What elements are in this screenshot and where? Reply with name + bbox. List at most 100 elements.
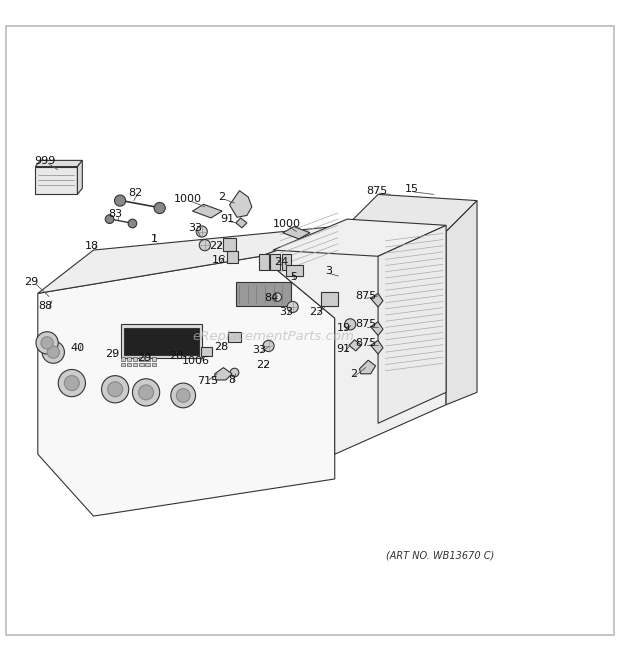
- Text: 29: 29: [105, 349, 119, 359]
- FancyBboxPatch shape: [152, 363, 156, 366]
- Circle shape: [199, 239, 210, 251]
- Polygon shape: [260, 225, 446, 454]
- Text: 33: 33: [252, 345, 266, 356]
- FancyBboxPatch shape: [140, 363, 144, 366]
- Circle shape: [115, 195, 126, 206]
- Polygon shape: [78, 161, 82, 194]
- Text: 1: 1: [151, 234, 157, 244]
- FancyBboxPatch shape: [286, 265, 303, 276]
- Text: 15: 15: [404, 184, 418, 194]
- FancyBboxPatch shape: [227, 251, 238, 263]
- Polygon shape: [236, 218, 247, 228]
- Polygon shape: [192, 204, 222, 218]
- Polygon shape: [371, 322, 383, 335]
- Circle shape: [47, 346, 60, 358]
- Polygon shape: [38, 225, 347, 293]
- Text: 40: 40: [70, 343, 84, 353]
- Text: 29: 29: [25, 277, 38, 288]
- FancyBboxPatch shape: [228, 332, 241, 342]
- Circle shape: [42, 341, 64, 364]
- Polygon shape: [38, 256, 335, 516]
- Polygon shape: [215, 368, 232, 380]
- Polygon shape: [446, 200, 477, 405]
- Circle shape: [108, 382, 123, 397]
- Polygon shape: [371, 293, 383, 307]
- Polygon shape: [371, 340, 383, 354]
- Text: 3: 3: [325, 266, 332, 276]
- Circle shape: [287, 301, 298, 313]
- Circle shape: [196, 226, 207, 237]
- FancyBboxPatch shape: [321, 292, 339, 306]
- FancyBboxPatch shape: [201, 346, 212, 356]
- Text: 5: 5: [290, 272, 298, 282]
- Text: 18: 18: [85, 241, 99, 251]
- Text: 19: 19: [336, 323, 350, 333]
- FancyBboxPatch shape: [259, 254, 268, 270]
- FancyBboxPatch shape: [125, 328, 198, 355]
- Polygon shape: [347, 194, 477, 231]
- FancyBboxPatch shape: [127, 363, 131, 366]
- Text: 999: 999: [35, 156, 56, 166]
- Text: 1000: 1000: [174, 194, 202, 204]
- FancyBboxPatch shape: [133, 357, 138, 361]
- Text: 88: 88: [38, 301, 52, 311]
- Text: 91: 91: [220, 214, 234, 224]
- FancyBboxPatch shape: [236, 282, 291, 306]
- Text: 82: 82: [128, 188, 143, 198]
- Text: 16: 16: [212, 255, 226, 265]
- Text: 20: 20: [169, 352, 184, 362]
- Text: 91: 91: [336, 344, 350, 354]
- Polygon shape: [229, 190, 252, 217]
- Text: 875: 875: [355, 319, 376, 329]
- Polygon shape: [35, 167, 78, 194]
- Circle shape: [128, 219, 137, 228]
- Text: 29: 29: [137, 353, 151, 363]
- Text: 22: 22: [209, 241, 223, 251]
- Text: 2: 2: [350, 369, 357, 379]
- Text: 1006: 1006: [182, 356, 210, 366]
- FancyBboxPatch shape: [146, 357, 150, 361]
- Circle shape: [64, 375, 79, 391]
- FancyBboxPatch shape: [121, 363, 125, 366]
- Circle shape: [58, 369, 86, 397]
- Circle shape: [41, 336, 53, 349]
- Polygon shape: [378, 225, 446, 423]
- Text: 33: 33: [188, 223, 203, 233]
- Text: 23: 23: [309, 307, 323, 317]
- Text: 875: 875: [355, 291, 376, 301]
- Text: 875: 875: [366, 186, 388, 196]
- FancyBboxPatch shape: [281, 254, 291, 270]
- Circle shape: [273, 293, 281, 301]
- Polygon shape: [349, 340, 361, 351]
- Text: 22: 22: [256, 360, 270, 370]
- Polygon shape: [35, 161, 82, 167]
- FancyBboxPatch shape: [127, 357, 131, 361]
- FancyBboxPatch shape: [140, 357, 144, 361]
- Text: 28: 28: [214, 342, 228, 352]
- Text: 83: 83: [108, 209, 123, 219]
- Circle shape: [105, 215, 114, 223]
- Text: eReplacementParts.com: eReplacementParts.com: [192, 330, 354, 343]
- Circle shape: [345, 319, 356, 330]
- Text: 8: 8: [229, 375, 236, 385]
- FancyBboxPatch shape: [270, 254, 280, 270]
- Circle shape: [139, 385, 154, 400]
- FancyBboxPatch shape: [133, 363, 138, 366]
- Text: 715: 715: [197, 376, 218, 386]
- FancyBboxPatch shape: [121, 357, 125, 361]
- Text: 24: 24: [274, 257, 288, 268]
- Text: 2: 2: [219, 192, 226, 202]
- Text: 84: 84: [265, 293, 279, 303]
- Circle shape: [230, 368, 239, 377]
- Text: 1000: 1000: [273, 219, 301, 229]
- Circle shape: [36, 332, 58, 354]
- Text: (ART NO. WB13670 C): (ART NO. WB13670 C): [386, 551, 494, 561]
- Circle shape: [263, 340, 274, 352]
- Circle shape: [154, 202, 166, 214]
- Circle shape: [176, 389, 190, 403]
- Circle shape: [171, 383, 195, 408]
- FancyBboxPatch shape: [146, 363, 150, 366]
- Text: 875: 875: [355, 338, 376, 348]
- Text: 33: 33: [280, 307, 293, 317]
- Circle shape: [133, 379, 160, 406]
